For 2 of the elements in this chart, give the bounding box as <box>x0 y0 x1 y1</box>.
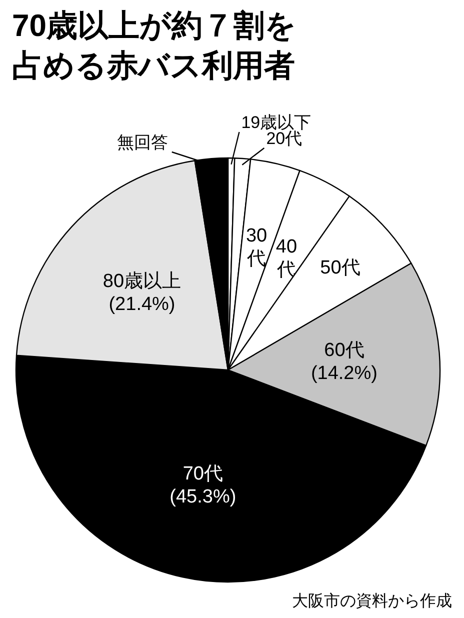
annotation: 大阪市の資料から作成 <box>292 593 452 610</box>
title: 70歳以上が約７割を占める赤バス利用者 <box>12 7 298 85</box>
